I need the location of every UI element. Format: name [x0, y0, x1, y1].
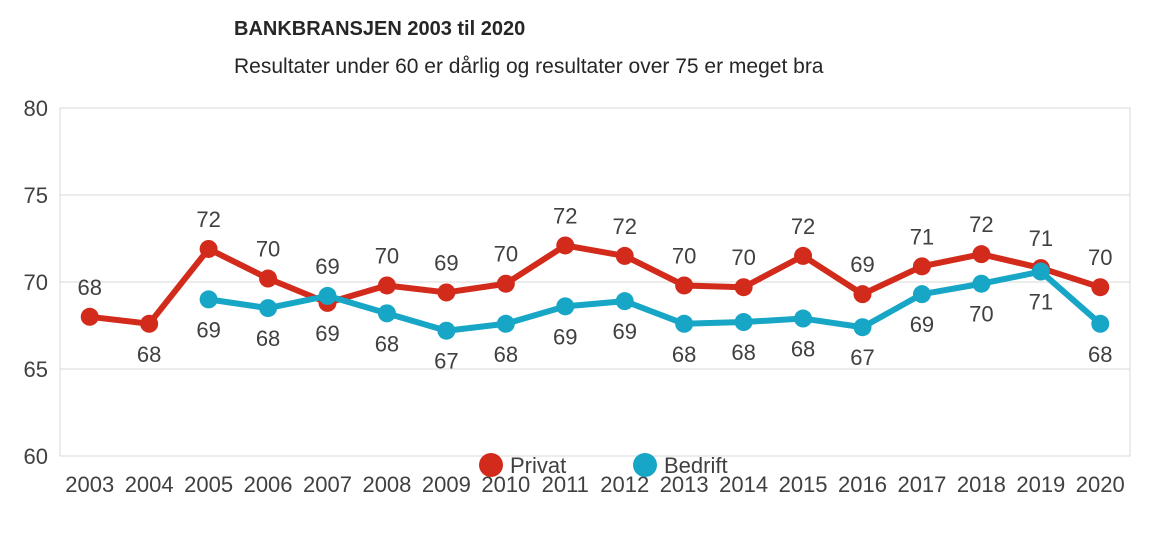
legend-marker-bedrift [633, 453, 657, 477]
legend-marker-privat [479, 453, 503, 477]
x-tick-label: 2011 [542, 472, 589, 497]
data-point-privat [377, 276, 396, 295]
data-label-bedrift: 68 [731, 340, 755, 365]
data-point-bedrift [437, 321, 456, 340]
chart-title: BANKBRANSJEN 2003 til 2020 [234, 18, 526, 40]
data-point-bedrift [853, 318, 872, 337]
data-point-privat [1091, 278, 1110, 297]
data-label-bedrift: 67 [434, 349, 458, 374]
x-tick-label: 2020 [1076, 472, 1125, 497]
data-point-privat [734, 278, 753, 297]
data-point-bedrift [794, 309, 813, 328]
y-tick-label: 80 [24, 96, 48, 121]
legend-label-privat: Privat [510, 453, 566, 478]
data-point-privat [853, 285, 872, 304]
data-point-bedrift [556, 297, 575, 316]
data-point-privat [140, 314, 159, 333]
x-tick-label: 2005 [184, 472, 233, 497]
data-label-bedrift: 67 [850, 345, 874, 370]
series-line-bedrift [208, 268, 1103, 334]
data-point-bedrift [734, 313, 753, 332]
data-point-privat [675, 276, 694, 295]
x-tick-label: 2017 [897, 472, 946, 497]
x-tick-label: 2006 [244, 472, 293, 497]
data-label-bedrift: 69 [315, 254, 339, 279]
data-label-bedrift: 68 [256, 326, 280, 351]
data-label-bedrift: 69 [910, 312, 934, 337]
data-point-privat [437, 283, 456, 302]
data-point-bedrift [972, 274, 991, 293]
data-label-bedrift: 68 [1088, 342, 1112, 367]
data-label-bedrift: 69 [553, 324, 577, 349]
data-point-privat [496, 274, 515, 293]
data-label-privat: 72 [791, 214, 815, 239]
data-point-bedrift [496, 314, 515, 333]
data-label-privat: 70 [375, 243, 399, 268]
data-label-privat: 72 [969, 212, 993, 237]
data-point-privat [912, 257, 931, 276]
data-point-bedrift [259, 299, 278, 318]
data-label-privat: 70 [731, 245, 755, 270]
x-tick-label: 2003 [65, 472, 114, 497]
data-label-privat: 69 [850, 252, 874, 277]
data-label-privat: 68 [77, 275, 101, 300]
data-label-privat: 72 [553, 203, 577, 228]
data-point-privat [972, 245, 991, 264]
data-label-privat: 69 [434, 250, 458, 275]
data-label-bedrift: 71 [1029, 290, 1053, 315]
data-label-bedrift: 68 [375, 331, 399, 356]
data-point-privat [199, 239, 218, 258]
series-line-privat [89, 242, 1102, 327]
data-point-bedrift [377, 304, 396, 323]
data-label-bedrift: 69 [612, 319, 636, 344]
data-label-privat: 72 [612, 214, 636, 239]
data-point-privat [794, 246, 813, 265]
data-label-privat: 70 [494, 242, 518, 267]
data-point-bedrift [199, 290, 218, 309]
data-label-bedrift: 70 [969, 302, 993, 327]
x-tick-label: 2004 [125, 472, 174, 497]
data-label-privat: 70 [672, 243, 696, 268]
data-label-privat: 70 [1088, 245, 1112, 270]
data-label-bedrift: 68 [494, 342, 518, 367]
data-label-bedrift: 68 [791, 337, 815, 362]
data-point-bedrift [1031, 262, 1050, 281]
data-point-bedrift [912, 285, 931, 304]
data-label-bedrift: 68 [672, 342, 696, 367]
x-tick-label: 2019 [1016, 472, 1065, 497]
y-tick-label: 75 [24, 183, 48, 208]
x-tick-label: 2009 [422, 472, 471, 497]
data-label-privat: 71 [910, 224, 934, 249]
data-label-privat: 69 [315, 321, 339, 346]
x-tick-label: 2014 [719, 472, 768, 497]
y-tick-label: 70 [24, 270, 48, 295]
x-tick-label: 2015 [779, 472, 828, 497]
x-tick-label: 2018 [957, 472, 1006, 497]
data-point-bedrift [318, 286, 337, 305]
legend-label-bedrift: Bedrift [664, 453, 728, 478]
data-point-privat [259, 269, 278, 288]
data-point-privat [80, 307, 99, 326]
data-label-bedrift: 69 [196, 317, 220, 342]
data-label-privat: 71 [1029, 226, 1053, 251]
data-point-bedrift [1091, 314, 1110, 333]
data-point-bedrift [675, 314, 694, 333]
data-label-privat: 72 [196, 207, 220, 232]
x-tick-label: 2008 [362, 472, 411, 497]
data-point-privat [615, 246, 634, 265]
data-label-privat: 70 [256, 237, 280, 262]
data-label-privat: 68 [137, 342, 161, 367]
y-tick-label: 65 [24, 357, 48, 382]
x-tick-label: 2007 [303, 472, 352, 497]
x-tick-label: 2016 [838, 472, 887, 497]
data-point-bedrift [615, 292, 634, 311]
x-tick-label: 2013 [660, 472, 709, 497]
data-point-privat [556, 236, 575, 255]
y-tick-label: 60 [24, 444, 48, 469]
chart-subtitle: Resultater under 60 er dårlig og resulta… [234, 55, 824, 78]
